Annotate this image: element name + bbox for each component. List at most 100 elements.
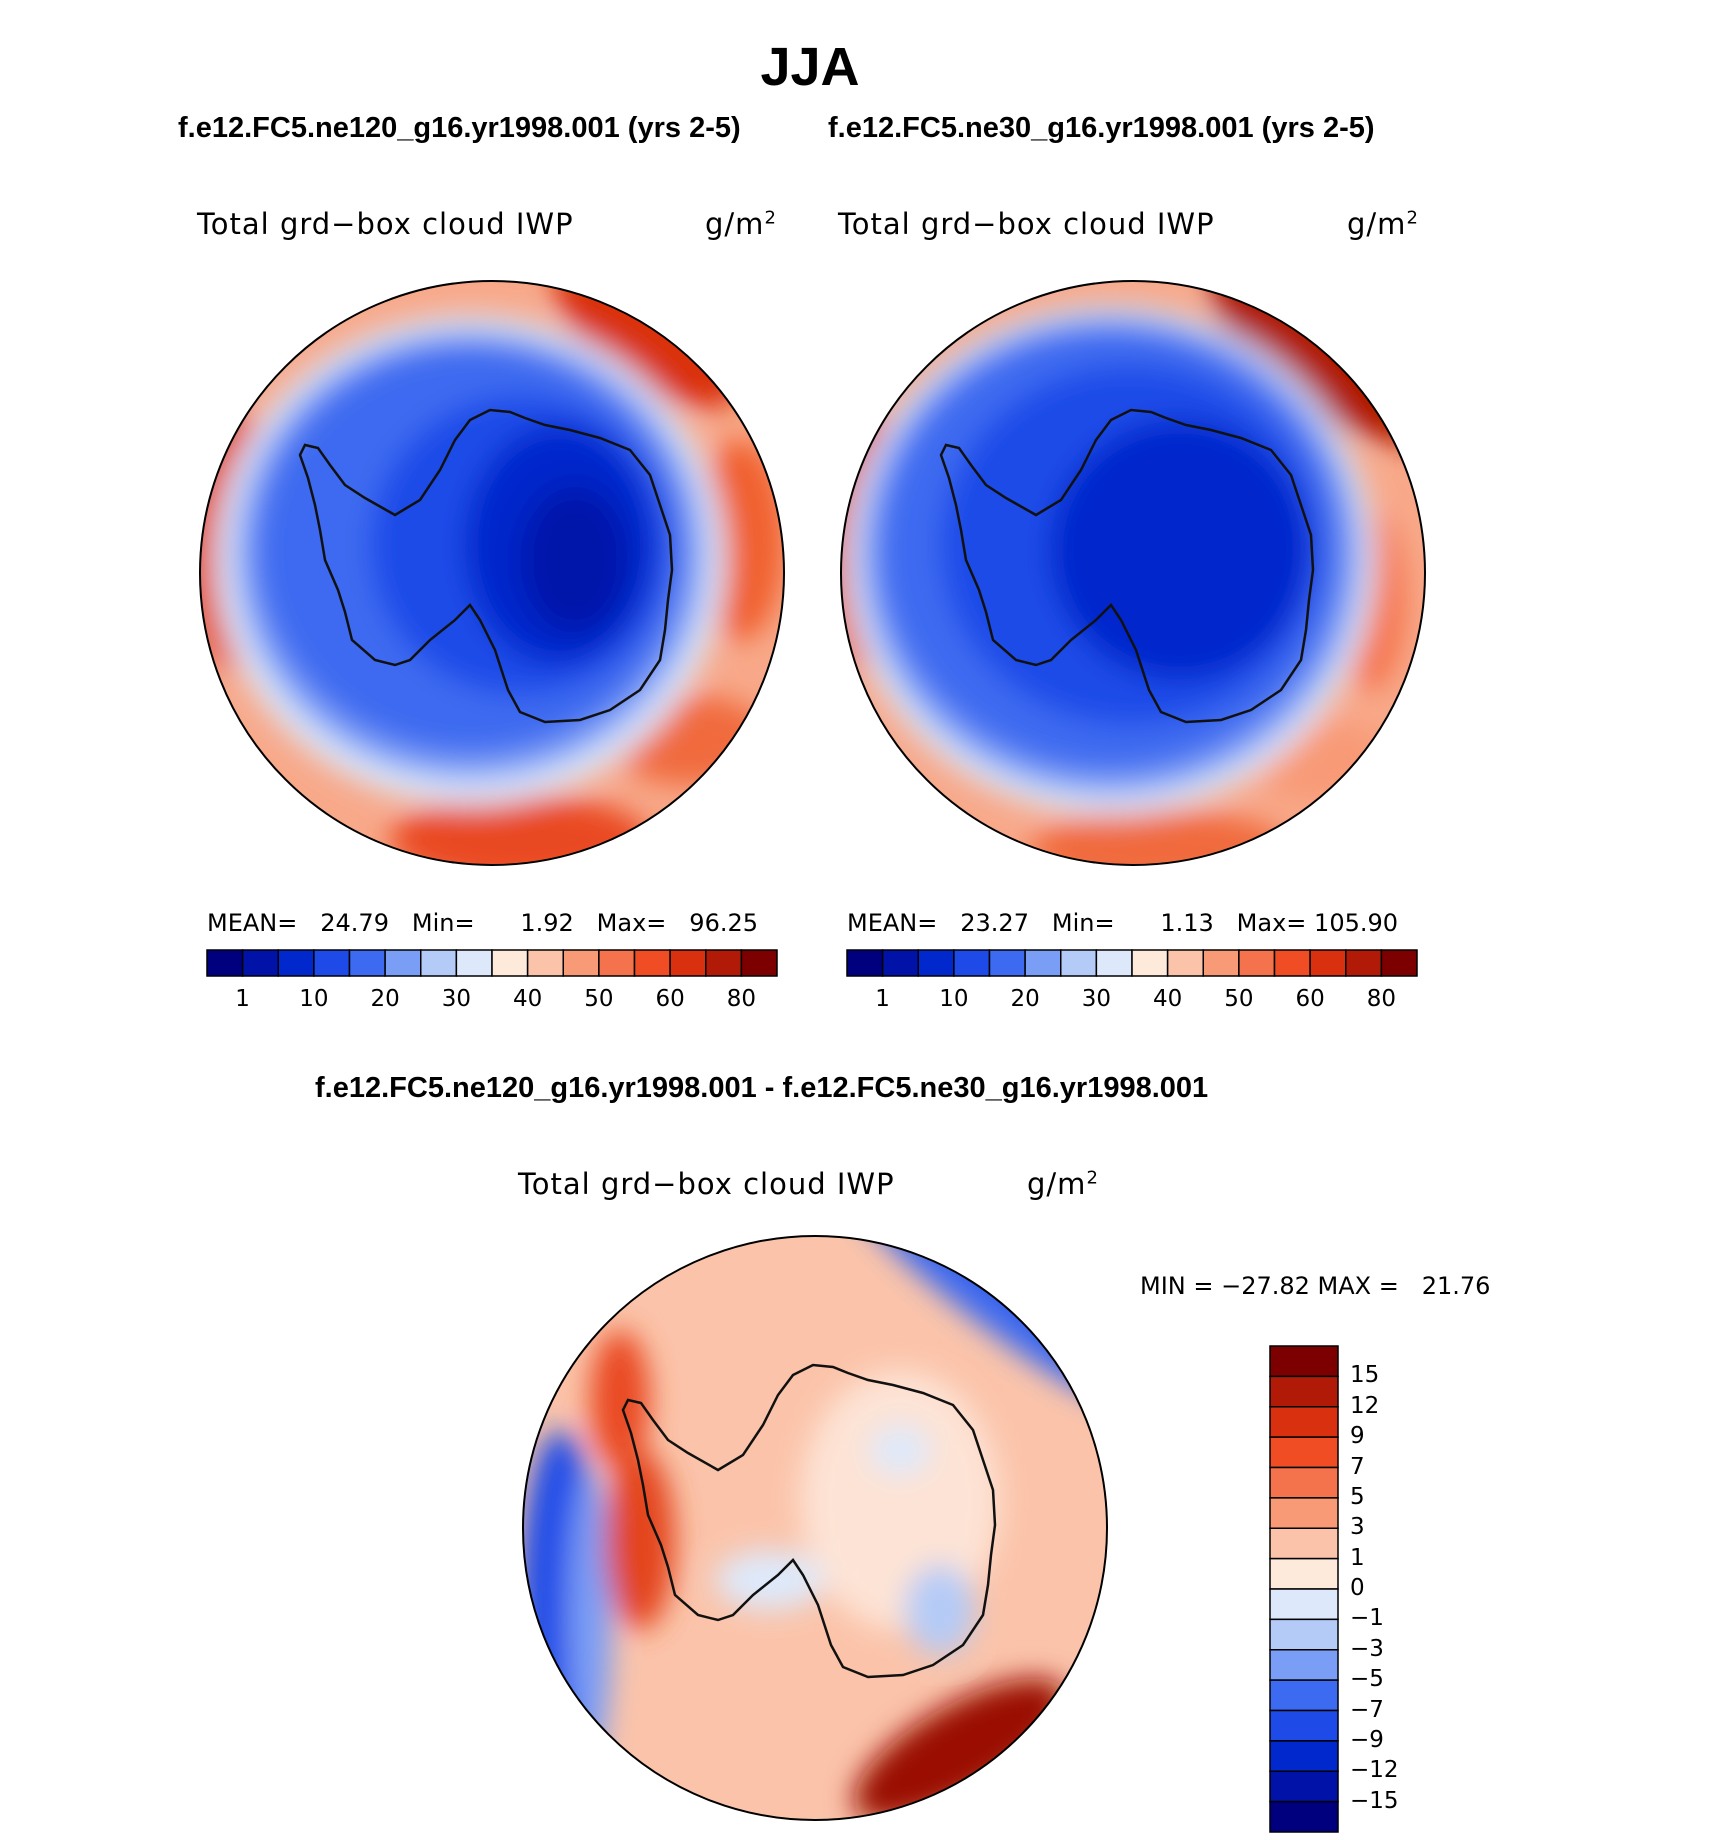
colorbar-swatch: [1269, 1800, 1339, 1833]
colorbar-right: [846, 949, 1418, 977]
colorbar-tick-label: −12: [1350, 1757, 1399, 1784]
map-difference-boundary: [522, 1235, 1108, 1821]
colorbar-swatch: [420, 949, 458, 977]
case-label-right: f.e12.FC5.ne30_g16.yr1998.001 (yrs 2-5): [828, 112, 1375, 144]
case-label-left: f.e12.FC5.ne120_g16.yr1998.001 (yrs 2-5): [178, 112, 741, 144]
colorbar-swatch: [313, 949, 351, 977]
colorbar-swatch: [669, 949, 707, 977]
diff-units-label: g/m2: [1027, 1167, 1099, 1201]
diff-title: f.e12.FC5.ne120_g16.yr1998.001 - f.e12.F…: [315, 1072, 1209, 1104]
colorbar-swatch: [491, 949, 529, 977]
colorbar-tick-label: 12: [1350, 1392, 1380, 1419]
antarctica-coastline-left: [298, 408, 674, 724]
variable-label-left: Total grd−box cloud IWP: [197, 207, 574, 241]
colorbar-tick-label: 80: [726, 986, 757, 1012]
diff-minmax: MIN = −27.82 MAX = 21.76: [1140, 1272, 1491, 1300]
colorbar-swatch: [740, 949, 778, 977]
map-difference: [523, 1236, 1107, 1820]
colorbar-tick-label: 1: [235, 986, 250, 1012]
colorbar-swatch: [348, 949, 386, 977]
map-right-boundary: [840, 280, 1426, 866]
colorbar-swatch: [1095, 949, 1133, 977]
colorbar-tick-label: 3: [1350, 1514, 1365, 1541]
colorbar-tick-label: −7: [1350, 1696, 1384, 1723]
colorbar-swatch: [277, 949, 315, 977]
map-right: [841, 281, 1425, 865]
colorbar-swatch: [562, 949, 600, 977]
colorbar-swatch: [633, 949, 671, 977]
units-label-right: g/m2: [1347, 207, 1419, 241]
colorbar-swatch: [1024, 949, 1062, 977]
colorbar-swatch: [1269, 1770, 1339, 1803]
colorbar-swatch: [705, 949, 743, 977]
colorbar-swatch: [1269, 1375, 1339, 1408]
colorbar-swatch: [1269, 1497, 1339, 1529]
colorbar-tick-label: −9: [1350, 1726, 1384, 1753]
colorbar-swatch: [1131, 949, 1169, 977]
colorbar-swatch: [1269, 1466, 1339, 1499]
figure-title: JJA: [760, 37, 860, 97]
colorbar-swatch: [1269, 1649, 1339, 1681]
colorbar-tick-label: 60: [1295, 986, 1325, 1012]
colorbar-swatch: [846, 949, 884, 977]
units-label-left: g/m2: [705, 207, 777, 241]
map-left: [200, 281, 784, 865]
colorbar-swatch: [953, 949, 991, 977]
colorbar-swatch: [241, 949, 279, 977]
colorbar-swatch: [1269, 1679, 1339, 1712]
map-left-boundary: [199, 280, 785, 866]
antarctica-coastline-difference: [621, 1363, 997, 1679]
colorbar-swatch: [1309, 949, 1347, 977]
colorbar-difference: [1269, 1345, 1339, 1833]
colorbar-tick-label: 50: [584, 986, 614, 1012]
colorbar-tick-label: −5: [1350, 1666, 1384, 1693]
colorbar-tick-label: 10: [939, 986, 969, 1012]
colorbar-left: [206, 949, 778, 977]
colorbar-swatch: [1238, 949, 1276, 977]
colorbar-swatch: [1269, 1345, 1339, 1378]
colorbar-swatch: [1345, 949, 1383, 977]
colorbar-tick-label: −15: [1350, 1787, 1399, 1814]
colorbar-tick-label: 20: [1010, 986, 1040, 1012]
colorbar-tick-label: −1: [1350, 1605, 1384, 1632]
colorbar-swatch: [1269, 1406, 1339, 1438]
colorbar-tick-label: 40: [1152, 986, 1183, 1012]
colorbar-swatch: [1060, 949, 1098, 977]
variable-label-right: Total grd−box cloud IWP: [838, 207, 1215, 241]
colorbar-swatch: [1273, 949, 1311, 977]
colorbar-tick-label: 9: [1350, 1423, 1365, 1450]
colorbar-tick-label: 15: [1350, 1362, 1380, 1389]
colorbar-swatch: [206, 949, 244, 977]
colorbar-swatch: [988, 949, 1026, 977]
colorbar-tick-label: 50: [1224, 986, 1254, 1012]
colorbar-swatch: [917, 949, 955, 977]
colorbar-tick-label: 10: [299, 986, 329, 1012]
colorbar-swatch: [1269, 1740, 1339, 1772]
colorbar-tick-label: 5: [1350, 1483, 1365, 1510]
colorbar-swatch: [1269, 1618, 1339, 1651]
colorbar-tick-label: −3: [1350, 1635, 1384, 1662]
colorbar-tick-label: 80: [1366, 986, 1397, 1012]
stats-right: MEAN= 23.27 Min= 1.13 Max= 105.90: [847, 909, 1399, 937]
colorbar-swatch: [1269, 1557, 1339, 1590]
colorbar-tick-label: 30: [441, 986, 472, 1012]
colorbar-swatch: [1380, 949, 1418, 977]
colorbar-swatch: [526, 949, 564, 977]
colorbar-swatch: [1269, 1709, 1339, 1742]
colorbar-swatch: [598, 949, 636, 977]
colorbar-swatch: [881, 949, 919, 977]
colorbar-tick-label: 1: [875, 986, 890, 1012]
colorbar-tick-label: 1: [1350, 1544, 1365, 1571]
stats-left: MEAN= 24.79 Min= 1.92 Max= 96.25: [207, 909, 759, 937]
colorbar-swatch: [1202, 949, 1240, 977]
colorbar-tick-label: 0: [1350, 1575, 1365, 1601]
colorbar-swatch: [384, 949, 422, 977]
colorbar-swatch: [1269, 1436, 1339, 1469]
colorbar-swatch: [1166, 949, 1204, 977]
colorbar-swatch: [1269, 1588, 1339, 1621]
colorbar-tick-label: 30: [1081, 986, 1112, 1012]
colorbar-tick-label: 20: [370, 986, 400, 1012]
diff-variable-label: Total grd−box cloud IWP: [518, 1167, 895, 1201]
colorbar-swatch: [455, 949, 493, 977]
